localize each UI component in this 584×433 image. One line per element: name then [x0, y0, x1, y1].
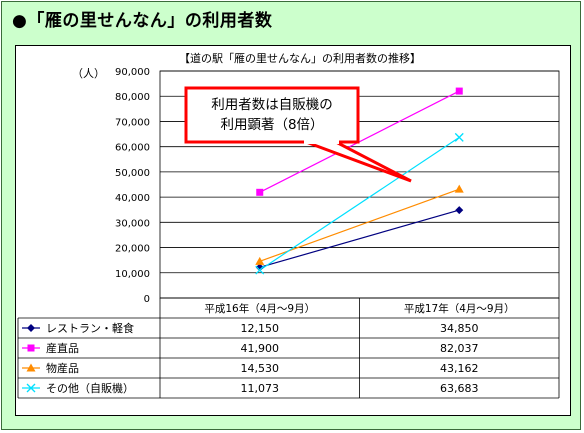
- legend-label: 物産品: [46, 361, 79, 375]
- data-label: 82,037: [440, 342, 479, 355]
- plot-area: [255, 87, 464, 275]
- data-point: [26, 383, 36, 393]
- y-tick-label: 10,000: [115, 269, 150, 280]
- page-title: ●「雁の里せんなん」の利用者数: [12, 11, 273, 31]
- data-point: [26, 363, 36, 372]
- line-chart: 【道の駅「雁の里せんなん」の利用者数の推移】 （人） 0 10,000 20,000…: [17, 51, 560, 399]
- y-tick-label: 20,000: [115, 244, 150, 255]
- point-stroke: [255, 265, 265, 275]
- data-point: [255, 256, 265, 265]
- callout-joint: [304, 139, 339, 144]
- y-tick-labels: 0 10,000 20,000 30,000 40,000 50,000 60,000 70,…: [115, 67, 150, 305]
- callout-text: 利用者数は自販機の: [211, 97, 333, 113]
- point-stroke: [454, 132, 464, 142]
- y-tick-label: 70,000: [115, 117, 150, 128]
- legend-label: レストラン・軽食: [46, 321, 134, 335]
- data-table: 平成16年（4月～9月） 平成17年（4月～9月） レストラン・軽食 12,150 34…: [17, 297, 560, 399]
- y-tick-label: 80,000: [115, 92, 150, 103]
- data-label: 12,150: [241, 322, 280, 335]
- legend-label: その他（自販機）: [46, 381, 134, 395]
- data-point: [255, 265, 265, 275]
- data-point: [27, 324, 35, 332]
- y-tick-label: 30,000: [115, 218, 150, 229]
- data-point: [255, 263, 264, 272]
- data-label: 43,162: [440, 362, 479, 375]
- callout-text: 利用顕著（8倍）: [220, 117, 323, 133]
- data-label: 14,530: [241, 362, 280, 375]
- y-tick-label: 60,000: [115, 143, 150, 154]
- data-label: 41,900: [241, 342, 280, 355]
- data-point: [454, 132, 464, 142]
- chart-area: 【道の駅「雁の里せんなん」の利用者数の推移】 （人） 0 10,000 20,000…: [15, 45, 571, 416]
- y-tick-label: 40,000: [115, 193, 150, 204]
- chart-title: 【道の駅「雁の里せんなん」の利用者数の推移】: [179, 51, 421, 65]
- callout-frame: [184, 86, 360, 144]
- data-label: 63,683: [440, 382, 479, 395]
- point-stroke: [26, 383, 36, 393]
- data-point: [256, 188, 264, 196]
- data-label: 34,850: [440, 322, 479, 335]
- data-label: 11,073: [241, 382, 280, 395]
- data-point: [455, 87, 463, 95]
- data-point: [454, 184, 464, 193]
- series-line: [259, 188, 460, 262]
- data-point: [455, 206, 464, 215]
- legend-label: 産直品: [46, 341, 79, 355]
- y-tick-label: 50,000: [115, 168, 150, 179]
- y-unit-label: （人）: [72, 67, 105, 80]
- series-line: [259, 136, 460, 271]
- series-line: [259, 209, 460, 268]
- category-label: 平成17年（4月～9月）: [404, 302, 515, 315]
- y-tick-label: 90,000: [115, 67, 150, 78]
- data-point: [27, 344, 35, 352]
- category-label: 平成16年（4月～9月）: [204, 302, 315, 315]
- y-tick-label: 0: [144, 294, 150, 305]
